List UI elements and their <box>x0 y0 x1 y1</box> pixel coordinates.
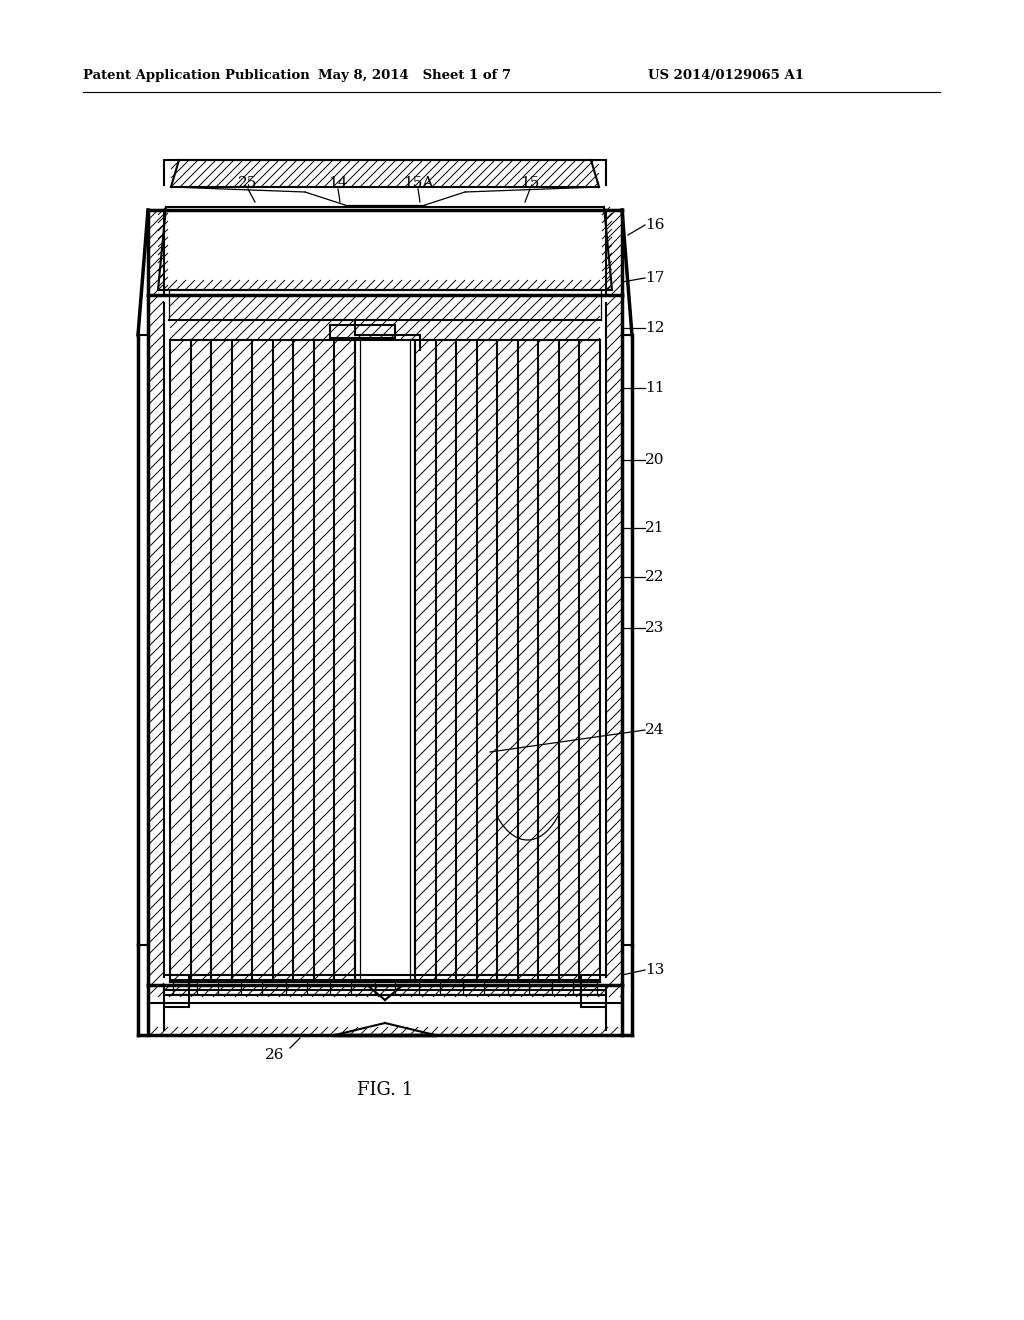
Text: Patent Application Publication: Patent Application Publication <box>83 69 309 82</box>
Text: 23: 23 <box>645 620 665 635</box>
Text: 21: 21 <box>645 521 665 535</box>
Text: US 2014/0129065 A1: US 2014/0129065 A1 <box>648 69 804 82</box>
Text: 14: 14 <box>329 176 348 190</box>
Text: 13: 13 <box>645 964 665 977</box>
Text: 20: 20 <box>645 453 665 467</box>
Text: 15A: 15A <box>402 176 433 190</box>
Text: 22: 22 <box>645 570 665 583</box>
Text: 11: 11 <box>645 381 665 395</box>
Text: 12: 12 <box>645 321 665 335</box>
Text: 17: 17 <box>645 271 665 285</box>
Text: 16: 16 <box>645 218 665 232</box>
Text: FIG. 1: FIG. 1 <box>357 1081 413 1100</box>
Text: May 8, 2014   Sheet 1 of 7: May 8, 2014 Sheet 1 of 7 <box>318 69 512 82</box>
Text: 15: 15 <box>520 176 540 190</box>
Text: 26: 26 <box>265 1048 285 1063</box>
Text: 24: 24 <box>645 723 665 737</box>
Text: 25: 25 <box>239 176 258 190</box>
